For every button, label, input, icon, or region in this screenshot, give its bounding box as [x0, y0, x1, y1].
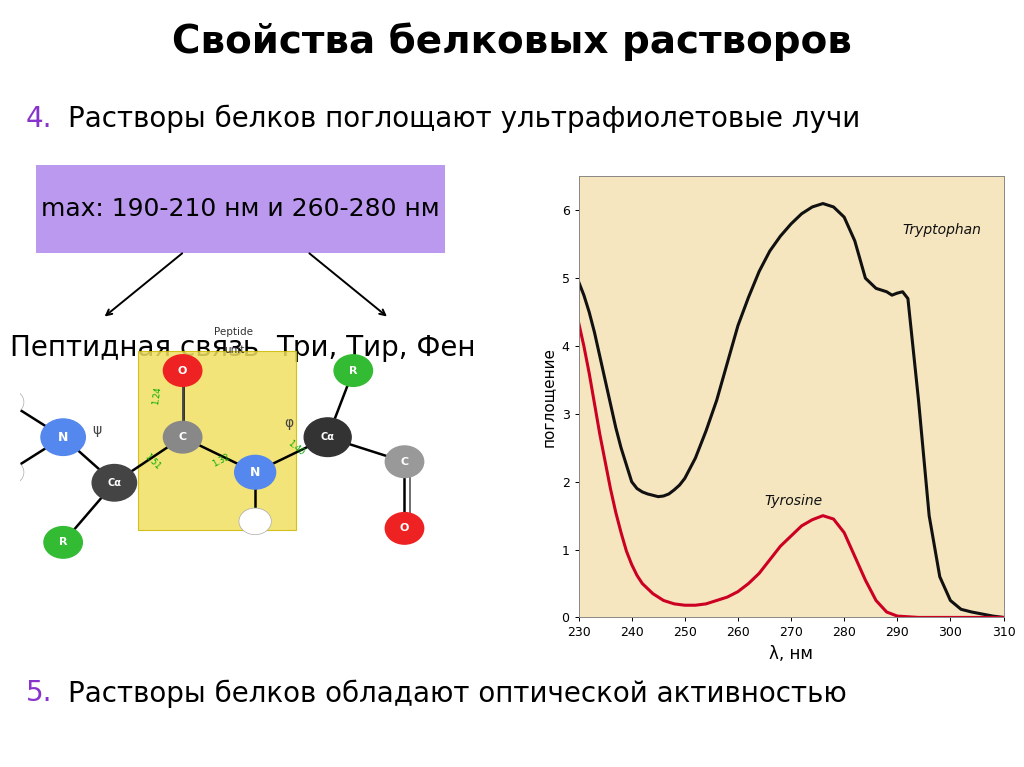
Text: Tyrosine: Tyrosine [765, 495, 822, 509]
Circle shape [41, 419, 85, 456]
Text: N: N [250, 466, 260, 479]
Text: unit: unit [223, 344, 244, 354]
Circle shape [92, 465, 136, 501]
Circle shape [334, 355, 373, 387]
Circle shape [385, 446, 424, 478]
Text: 4.: 4. [26, 105, 52, 133]
Text: ψ: ψ [93, 423, 101, 437]
Text: Cα: Cα [108, 478, 122, 488]
Text: C: C [400, 456, 409, 467]
Text: Растворы белков обладают оптической активностью: Растворы белков обладают оптической акти… [69, 679, 847, 708]
Text: C: C [178, 432, 186, 443]
Text: Tryptophan: Tryptophan [902, 223, 981, 237]
Y-axis label: поглощение: поглощение [541, 347, 556, 447]
Text: 1.40: 1.40 [286, 439, 305, 457]
Text: 1.51: 1.51 [143, 452, 163, 472]
Text: Пептидная связь: Пептидная связь [10, 334, 259, 362]
Text: O: O [399, 523, 410, 533]
Circle shape [164, 421, 202, 453]
FancyBboxPatch shape [138, 351, 296, 530]
Text: Cα: Cα [321, 432, 335, 443]
Text: Три, Тир, Фен: Три, Тир, Фен [276, 334, 476, 362]
Text: R: R [349, 366, 357, 376]
Text: Свойства белковых растворов: Свойства белковых растворов [172, 22, 852, 61]
Circle shape [164, 355, 202, 387]
Text: Peptide: Peptide [214, 327, 253, 337]
Text: N: N [58, 431, 69, 443]
Text: φ: φ [285, 416, 294, 430]
FancyBboxPatch shape [36, 165, 445, 253]
Circle shape [0, 389, 24, 416]
Text: 1.32: 1.32 [211, 452, 231, 469]
Text: max: 190-210 нм и 260-280 нм: max: 190-210 нм и 260-280 нм [41, 197, 440, 221]
Circle shape [44, 527, 82, 558]
X-axis label: λ, нм: λ, нм [769, 645, 813, 663]
Text: R: R [59, 538, 68, 548]
Circle shape [234, 456, 275, 489]
Text: Растворы белков поглощают ультрафиолетовые лучи: Растворы белков поглощают ультрафиолетов… [69, 104, 860, 133]
Text: 1.24: 1.24 [152, 385, 163, 405]
Circle shape [304, 418, 351, 456]
Text: O: O [178, 366, 187, 376]
Text: 5.: 5. [26, 680, 52, 707]
Circle shape [239, 508, 271, 535]
Circle shape [385, 512, 424, 544]
Circle shape [0, 459, 24, 486]
